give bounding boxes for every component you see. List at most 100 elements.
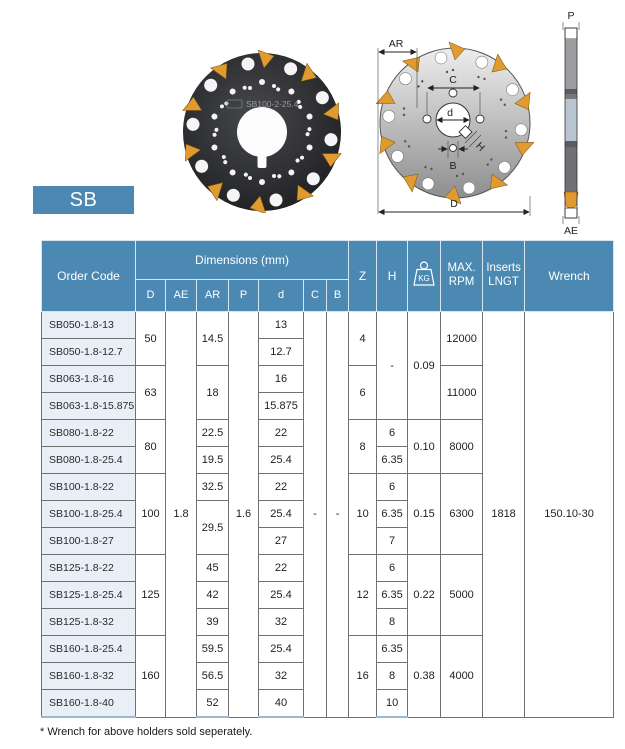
header-dim-ar: AR: [196, 279, 229, 312]
table-cell: 25.4: [258, 581, 304, 609]
table-cell: 59.5: [196, 635, 229, 663]
table-cell: 10: [348, 473, 378, 555]
order-code-cell: SB160-1.8-25.4: [41, 635, 136, 663]
order-code-cell: SB050-1.8-12.7: [41, 338, 136, 366]
order-code-cell: SB160-1.8-32: [41, 662, 136, 690]
table-cell: 22.5: [196, 419, 229, 447]
order-code-cell: SB125-1.8-32: [41, 608, 136, 636]
order-code-cell: SB125-1.8-22: [41, 554, 136, 582]
table-cell: 0.22: [407, 554, 442, 636]
order-code-cell: SB100-1.8-22: [41, 473, 136, 501]
table-row: SB100-1.8-27 27 7: [41, 527, 614, 555]
table-cell: 22: [258, 554, 304, 582]
header-inserts-lngt: Inserts LNGT: [482, 240, 526, 312]
c-dim-label: C: [449, 74, 457, 86]
table-row: SB160-1.8-25.4 160 59.5 25.4 16 6.35 0.38 4000: [41, 635, 614, 718]
kg-unit-label: KG: [418, 274, 430, 283]
side-view: P AE: [562, 10, 580, 237]
table-row: SB100-1.8-22 100 32.5 22 10 6 0.15 6300: [41, 473, 614, 555]
table-cell: 15.875: [258, 392, 304, 420]
table-cell: 8: [376, 662, 409, 690]
table-cell: 6.35: [376, 500, 409, 528]
table-cell: 12.7: [258, 338, 304, 366]
spec-table: Order Code Dimensions (mm) Z H KG MAX. R…: [41, 240, 615, 718]
table-cell: 32: [258, 608, 304, 636]
table-cell: 150.10-30: [524, 311, 615, 718]
table-cell: 6.35: [376, 581, 409, 609]
table-row: SB050-1.8-13 50 1.8 14.5 1.6 13- -4-0.09 12000 1…: [41, 311, 615, 718]
table-cell: 1.6: [228, 311, 259, 718]
table-cell: 8: [348, 419, 378, 474]
header-dim-c: C: [303, 279, 327, 312]
table-cell: 6.35: [376, 446, 409, 474]
table-cell: 0.10: [407, 419, 442, 474]
ae-dim-label: AE: [564, 225, 578, 237]
header-dim-d-outer: D: [135, 279, 166, 312]
header-dim-p: P: [228, 279, 259, 312]
header-dim-ae: AE: [165, 279, 197, 312]
table-cell: 4: [348, 311, 378, 366]
table-cell: 5000: [440, 554, 484, 636]
table-cell: 12000: [440, 311, 484, 366]
front-view: [375, 41, 535, 205]
table-cell: 4000: [440, 635, 484, 718]
table-cell: 160: [135, 635, 166, 718]
header-max-rpm: MAX. RPM: [440, 240, 484, 312]
b-dim-label: B: [449, 160, 456, 172]
table-cell: 10: [376, 689, 409, 718]
table-cell: 32: [258, 662, 304, 690]
table-cell: 52: [196, 689, 229, 718]
series-badge: SB: [33, 186, 134, 214]
table-cell: 1818: [482, 311, 526, 718]
brand-logo-mark: [226, 99, 243, 109]
table-cell: 39: [196, 608, 229, 636]
table-row: SB063-1.8-16 63 18 16 6 11000: [41, 365, 614, 420]
header-dim-d-bore: d: [258, 279, 304, 312]
footnote: * Wrench for above holders sold seperate…: [40, 726, 253, 738]
header-h: H: [376, 240, 409, 312]
order-code-cell: SB063-1.8-15.875: [41, 392, 136, 420]
table-cell: 16: [348, 635, 378, 718]
table-row: SB125-1.8-22 125 45 22 12 6 0.22 5000: [41, 554, 614, 636]
order-code-cell: SB100-1.8-27: [41, 527, 136, 555]
header-order-code: Order Code: [41, 240, 136, 312]
order-code-cell: SB125-1.8-25.4: [41, 581, 136, 609]
table-cell: 45: [196, 554, 229, 582]
table-cell: 12: [348, 554, 378, 636]
table-cell: 6300: [440, 473, 484, 555]
header-wrench: Wrench: [524, 240, 615, 312]
table-cell: 40: [258, 689, 304, 718]
cutter-disc-photo: SB100-2-25.4: [182, 49, 342, 213]
table-cell: 6: [376, 419, 409, 447]
table-cell: 0.09: [407, 311, 442, 420]
table-cell: 0.38: [407, 635, 442, 718]
p-dim-label: P: [567, 10, 574, 22]
table-cell: 32.5: [196, 473, 229, 501]
table-cell: 25.4: [258, 500, 304, 528]
table-cell: 25.4: [258, 446, 304, 474]
table-cell: 8000: [440, 419, 484, 474]
diameter-dim-label: D: [450, 198, 458, 210]
header-dimensions-group: Dimensions (mm): [134, 240, 350, 280]
table-cell: 50: [135, 311, 166, 366]
keyway-slot: [257, 150, 267, 168]
table-cell: 25.4: [258, 635, 304, 663]
carbide-inserts: [182, 49, 342, 213]
table-row: SB160-1.8-40 52 40 10: [41, 689, 614, 718]
product-photo: SB100-2-25.4: [182, 49, 342, 213]
table-cell: -: [325, 311, 350, 718]
table-cell: 1.8: [165, 311, 197, 718]
table-row: SB125-1.8-32 39 32 8: [41, 608, 614, 636]
order-code-cell: SB080-1.8-25.4: [41, 446, 136, 474]
keyway-outline: [458, 124, 473, 140]
kg-weight-icon: KG: [413, 261, 435, 286]
table-cell: -: [376, 311, 409, 420]
order-code-cell: SB080-1.8-22: [41, 419, 136, 447]
table-cell: 6: [376, 554, 409, 582]
order-code-cell: SB160-1.8-40: [41, 689, 136, 718]
table-cell: 16: [258, 365, 304, 393]
table-row: SB050-1.8-12.7 12.7: [41, 338, 614, 366]
table-cell: 125: [135, 554, 166, 636]
table-row: SB080-1.8-22 80 22.5 22 8 6 0.10 8000: [41, 419, 614, 474]
